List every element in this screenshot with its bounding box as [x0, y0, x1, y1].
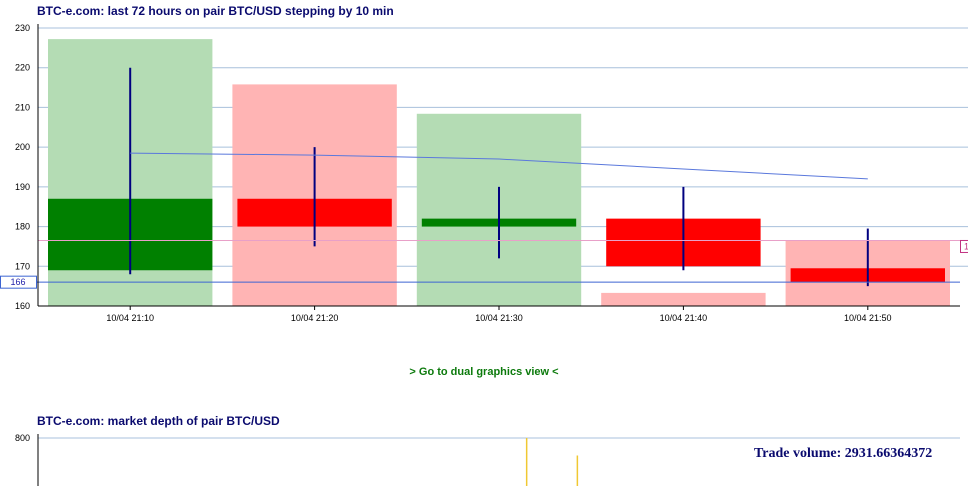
y-tick-label: 190	[15, 182, 30, 192]
y-tick-label: 220	[15, 63, 30, 73]
depth-y-tick-label: 800	[15, 433, 30, 443]
right-price-tag	[960, 239, 968, 253]
trade-volume: Trade volume: 2931.66364372	[754, 446, 933, 461]
y-tick-label: 180	[15, 222, 30, 232]
dual-graphics-view-link[interactable]: > Go to dual graphics view <	[409, 366, 559, 378]
x-tick-label: 10/04 21:30	[475, 313, 523, 323]
candles-chart-title: BTC-e.com: last 72 hours on pair BTC/USD…	[37, 4, 394, 18]
y-tick-label: 230	[15, 23, 30, 33]
x-tick-label: 10/04 21:10	[106, 313, 154, 323]
current-price-label: 166	[10, 277, 25, 287]
right-price-tag-label: 1	[964, 241, 968, 251]
y-tick-label: 160	[15, 301, 30, 311]
x-tick-label: 10/04 21:20	[291, 313, 339, 323]
volume-bar	[601, 292, 766, 306]
y-tick-label: 200	[15, 142, 30, 152]
y-tick-label: 210	[15, 102, 30, 112]
depth-chart-title: BTC-e.com: market depth of pair BTC/USD	[37, 414, 280, 428]
x-tick-label: 10/04 21:50	[844, 313, 892, 323]
chart-axes: 160 170 180 190 200 210 220 230 10/04 21:10 10/04…	[15, 23, 960, 323]
x-tick-label: 10/04 21:40	[660, 313, 708, 323]
candles	[48, 67, 945, 287]
y-tick-label: 170	[15, 261, 30, 271]
current-price-tag	[0, 275, 37, 289]
average-line	[130, 152, 868, 180]
